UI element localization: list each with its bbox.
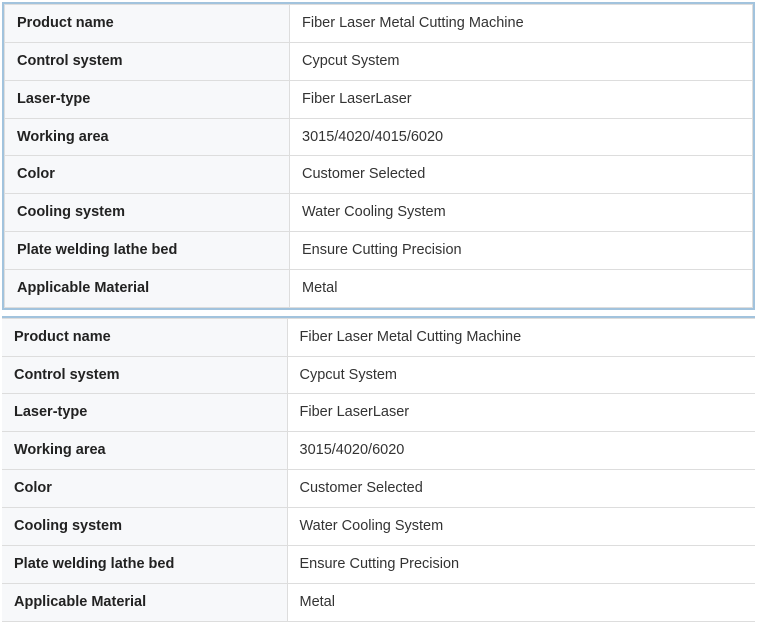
spec-label: Plate welding lathe bed xyxy=(5,232,290,270)
spec-value: Fiber Laser Metal Cutting Machine xyxy=(290,5,753,43)
spec-table-2: Product name Fiber Laser Metal Cutting M… xyxy=(2,318,755,622)
spec-label: Applicable Material xyxy=(5,269,290,307)
table-row: Plate welding lathe bed Ensure Cutting P… xyxy=(5,232,753,270)
spec-value: Fiber LaserLaser xyxy=(287,394,755,432)
spec-label: Color xyxy=(2,470,287,508)
spec-label: Control system xyxy=(2,356,287,394)
spec-label: Applicable Material xyxy=(2,583,287,621)
spec-value: Ensure Cutting Precision xyxy=(287,545,755,583)
table-row: Applicable Material Metal xyxy=(2,583,755,621)
table-row: Working area 3015/4020/4015/6020 xyxy=(5,118,753,156)
spec-label: Cooling system xyxy=(5,194,290,232)
spec-label: Control system xyxy=(5,42,290,80)
spec-value: Metal xyxy=(290,269,753,307)
table-row: Working area 3015/4020/6020 xyxy=(2,432,755,470)
spec-value: 3015/4020/4015/6020 xyxy=(290,118,753,156)
table-row: Applicable Material Metal xyxy=(5,269,753,307)
spec-table-1-wrap: Product name Fiber Laser Metal Cutting M… xyxy=(2,2,755,310)
table-row: Cooling system Water Cooling System xyxy=(5,194,753,232)
table-row: Laser-type Fiber LaserLaser xyxy=(2,394,755,432)
table-row: Color Customer Selected xyxy=(2,470,755,508)
table-row: Plate welding lathe bed Ensure Cutting P… xyxy=(2,545,755,583)
spec-label: Working area xyxy=(5,118,290,156)
spec-label: Color xyxy=(5,156,290,194)
table-row: Cooling system Water Cooling System xyxy=(2,507,755,545)
spec-value: Ensure Cutting Precision xyxy=(290,232,753,270)
spec-value: Fiber Laser Metal Cutting Machine xyxy=(287,318,755,356)
spec-label: Product name xyxy=(5,5,290,43)
table-row: Product name Fiber Laser Metal Cutting M… xyxy=(2,318,755,356)
spec-value: Water Cooling System xyxy=(290,194,753,232)
spec-value: Fiber LaserLaser xyxy=(290,80,753,118)
spec-label: Working area xyxy=(2,432,287,470)
spec-value: 3015/4020/6020 xyxy=(287,432,755,470)
table-row: Laser-type Fiber LaserLaser xyxy=(5,80,753,118)
spec-value: Customer Selected xyxy=(287,470,755,508)
spec-table-1: Product name Fiber Laser Metal Cutting M… xyxy=(4,4,753,308)
spec-label: Plate welding lathe bed xyxy=(2,545,287,583)
spec-value: Cypcut System xyxy=(287,356,755,394)
spec-value: Customer Selected xyxy=(290,156,753,194)
spec-value: Cypcut System xyxy=(290,42,753,80)
table-row: Control system Cypcut System xyxy=(2,356,755,394)
spec-value: Metal xyxy=(287,583,755,621)
table-row: Color Customer Selected xyxy=(5,156,753,194)
spec-label: Laser-type xyxy=(2,394,287,432)
spec-label: Laser-type xyxy=(5,80,290,118)
table-row: Control system Cypcut System xyxy=(5,42,753,80)
spec-value: Water Cooling System xyxy=(287,507,755,545)
table-row: Product name Fiber Laser Metal Cutting M… xyxy=(5,5,753,43)
spec-label: Product name xyxy=(2,318,287,356)
spec-label: Cooling system xyxy=(2,507,287,545)
spec-table-2-wrap: Product name Fiber Laser Metal Cutting M… xyxy=(2,316,755,622)
